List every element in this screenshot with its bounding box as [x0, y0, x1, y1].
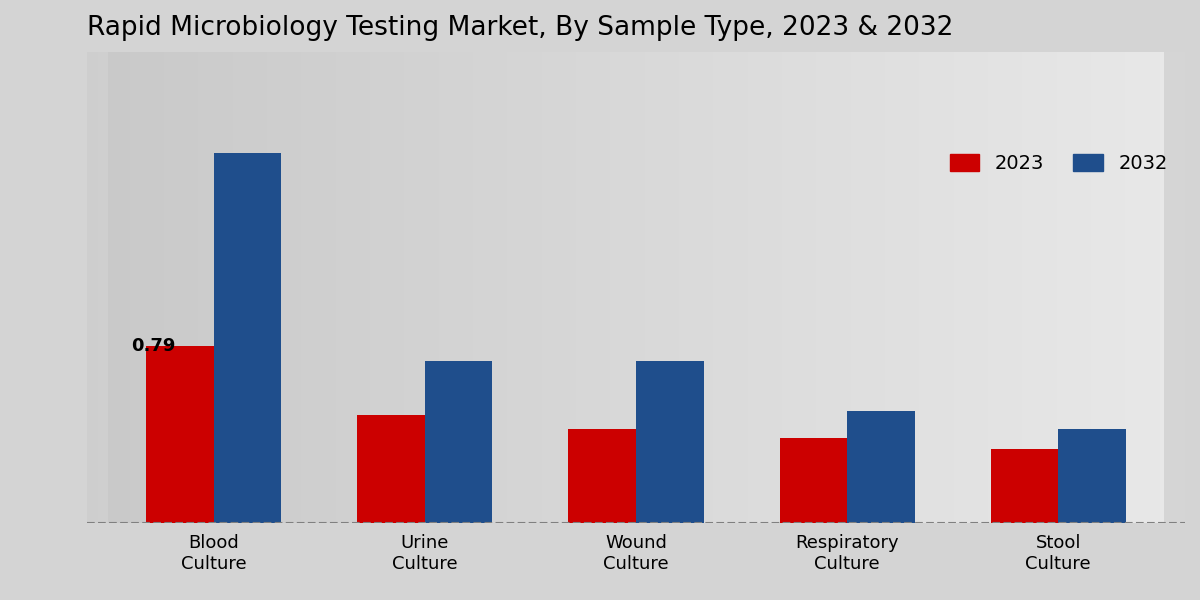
Legend: 2023, 2032: 2023, 2032	[942, 146, 1175, 181]
Bar	[358, 415, 425, 523]
Bar	[780, 438, 847, 523]
Bar	[569, 429, 636, 523]
Text: Rapid Microbiology Testing Market, By Sample Type, 2023 & 2032: Rapid Microbiology Testing Market, By Sa…	[88, 15, 953, 41]
Bar	[847, 411, 914, 523]
Bar	[425, 361, 492, 523]
Bar	[636, 361, 703, 523]
Text: 0.79: 0.79	[131, 337, 175, 355]
Bar	[1058, 429, 1126, 523]
Bar	[146, 346, 214, 523]
Bar	[214, 152, 281, 523]
Bar	[991, 449, 1058, 523]
